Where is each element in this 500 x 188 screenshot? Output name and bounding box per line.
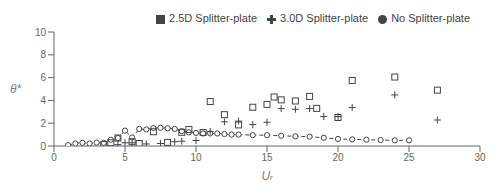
html-text:No Splitter-plate: No Splitter-plate [391, 12, 470, 24]
svg-text:10: 10 [190, 152, 202, 163]
svg-text:15: 15 [261, 152, 273, 163]
svg-text:0: 0 [51, 152, 57, 163]
svg-text:0: 0 [40, 141, 46, 152]
svg-text:2: 2 [40, 118, 46, 129]
svg-text:6: 6 [40, 72, 46, 83]
html-text:2.5D Splitter-plate: 2.5D Splitter-plate [169, 12, 258, 24]
svg-text:θ*: θ* [10, 82, 22, 96]
svg-text:5: 5 [122, 152, 128, 163]
svg-text:30: 30 [474, 152, 486, 163]
svg-text:10: 10 [35, 27, 47, 38]
svg-text:20: 20 [332, 152, 344, 163]
html-text:3.0D Splitter-plate: 3.0D Splitter-plate [280, 12, 369, 24]
svg-text:Uᵣ: Uᵣ [262, 169, 274, 180]
svg-text:4: 4 [40, 95, 46, 106]
svg-text:25: 25 [403, 152, 415, 163]
svg-text:8: 8 [40, 49, 46, 60]
